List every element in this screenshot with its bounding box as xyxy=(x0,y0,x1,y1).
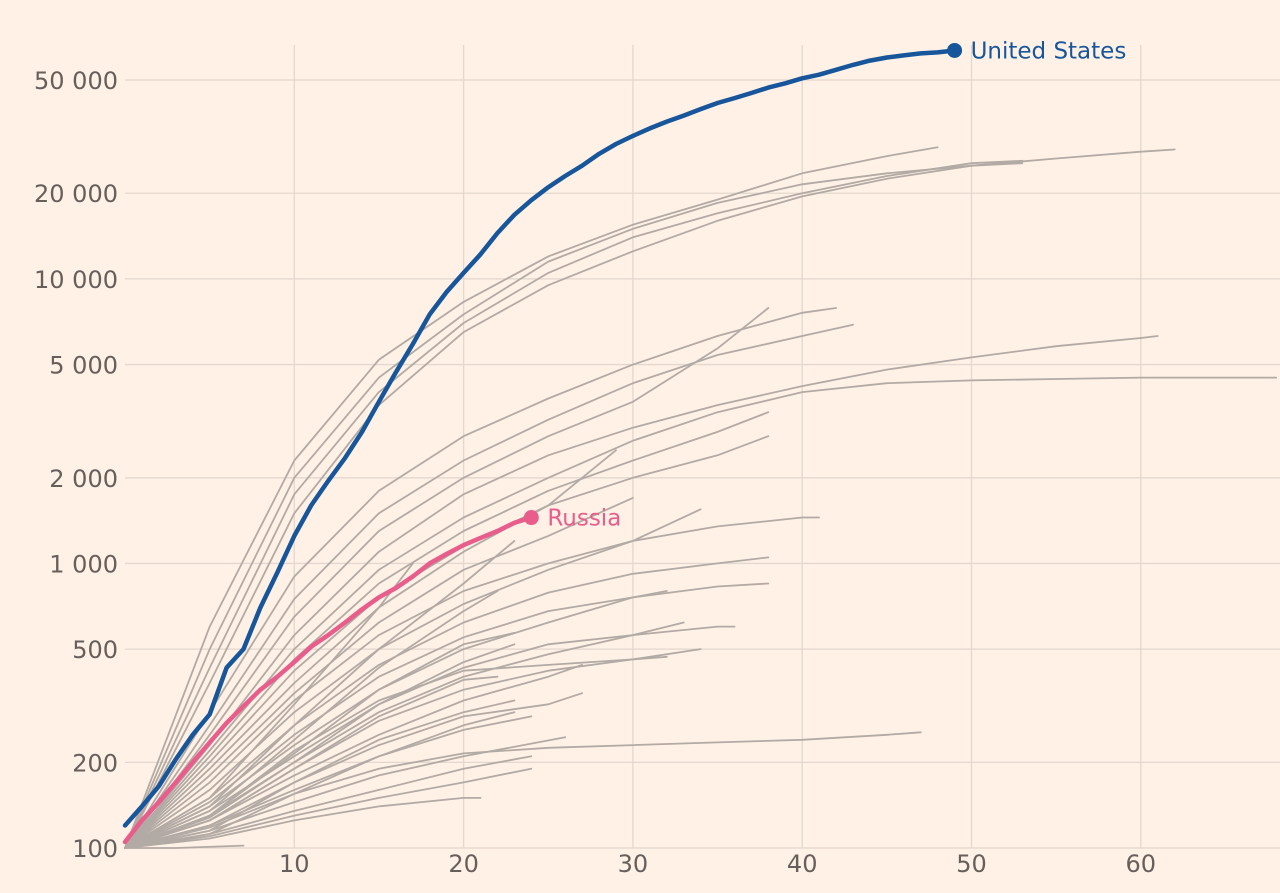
context-series-line xyxy=(124,715,533,849)
united-states-end-marker xyxy=(947,42,963,58)
context-series-line xyxy=(124,508,702,849)
y-tick-label: 5 000 xyxy=(49,352,118,380)
russia-line xyxy=(122,515,534,845)
context-series-line xyxy=(124,844,245,849)
grid xyxy=(125,45,1280,849)
context-series-line xyxy=(124,590,668,849)
context-series-line xyxy=(124,632,516,849)
context-series-line xyxy=(124,516,820,849)
context-series-line xyxy=(124,731,922,849)
y-tick-label: 500 xyxy=(72,636,118,664)
context-series-line xyxy=(124,159,1024,849)
context-series-line xyxy=(124,625,736,849)
context-series-line xyxy=(124,307,770,849)
context-series-line xyxy=(124,797,482,849)
context-lines xyxy=(124,146,1278,849)
context-series-line xyxy=(124,556,770,849)
y-tick-label: 1 000 xyxy=(49,550,118,578)
series-labels: United States Russia xyxy=(547,38,1126,531)
russia-label: Russia xyxy=(547,506,621,532)
united-states-label: United States xyxy=(971,38,1127,64)
y-tick-label: 100 xyxy=(72,835,118,863)
context-series-line xyxy=(124,675,499,849)
y-tick-label: 2 000 xyxy=(49,465,118,493)
context-series-line xyxy=(124,643,516,849)
context-series-line xyxy=(124,411,770,849)
context-series-line xyxy=(124,146,939,849)
x-tick-label: 30 xyxy=(618,850,649,878)
context-series-line xyxy=(124,335,1159,849)
x-tick-label: 20 xyxy=(448,850,479,878)
context-series-line xyxy=(124,307,837,849)
context-series-line xyxy=(124,497,634,849)
united-states-line xyxy=(122,48,957,828)
context-series-line xyxy=(124,148,1176,849)
context-series-line xyxy=(124,767,533,849)
x-tick-label: 60 xyxy=(1126,850,1157,878)
y-tick-label: 200 xyxy=(72,749,118,777)
russia-end-marker xyxy=(523,510,539,526)
context-series-line xyxy=(124,711,516,849)
x-tick-label: 50 xyxy=(956,850,987,878)
y-tick-label: 50 000 xyxy=(34,67,118,95)
context-series-line xyxy=(124,323,854,849)
context-series-line xyxy=(124,590,499,849)
tick-labels: 100 200 500 1 000 2 000 5 000 10 000 20 000 50 0… xyxy=(34,67,1156,878)
y-tick-label: 20 000 xyxy=(34,180,118,208)
y-tick-label: 10 000 xyxy=(34,266,118,294)
highlight-lines xyxy=(122,42,963,845)
context-series-line xyxy=(124,540,516,849)
x-tick-label: 40 xyxy=(787,850,818,878)
x-tick-label: 10 xyxy=(279,850,310,878)
context-series-line xyxy=(124,376,1278,849)
context-series-line xyxy=(124,162,1024,849)
context-series-line xyxy=(124,621,685,849)
context-series-line xyxy=(124,699,516,849)
